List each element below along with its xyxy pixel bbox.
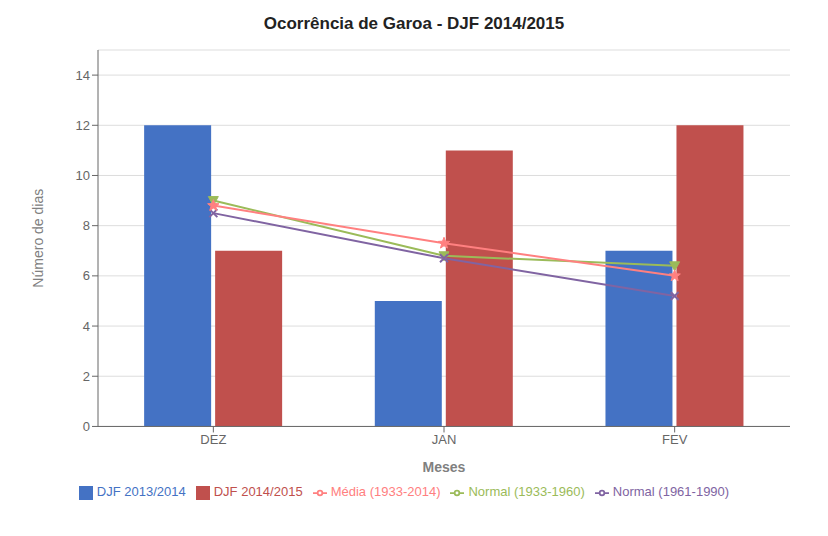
html-text:DJF 2013/2014: DJF 2013/2014 (96, 484, 186, 500)
svg-text:FEV: FEV (662, 432, 688, 447)
svg-text:Número de dias: Número de dias (30, 189, 46, 288)
html-text:Normal (1961-1990): Normal (1961-1990) (612, 484, 730, 500)
html-text:DJF 2014/2015: DJF 2014/2015 (213, 484, 303, 500)
svg-text:10: 10 (76, 168, 90, 183)
html-text:Normal (1933-1960): Normal (1933-1960) (468, 484, 585, 500)
svg-text:4: 4 (83, 319, 90, 334)
svg-text:14: 14 (76, 68, 90, 83)
html-text:Ocorrência de Garoa - DJF 2014: Ocorrência de Garoa - DJF 2014/2015 (263, 14, 565, 33)
svg-text:6: 6 (83, 268, 90, 283)
svg-text:Meses: Meses (423, 459, 466, 475)
svg-text:2: 2 (83, 369, 90, 384)
svg-text:12: 12 (76, 118, 90, 133)
svg-text:JAN: JAN (432, 432, 457, 447)
svg-text:8: 8 (83, 218, 90, 233)
html-text:Média (1933-2014): Média (1933-2014) (330, 484, 441, 500)
svg-text:DEZ: DEZ (200, 432, 226, 447)
svg-text:0: 0 (83, 419, 90, 434)
